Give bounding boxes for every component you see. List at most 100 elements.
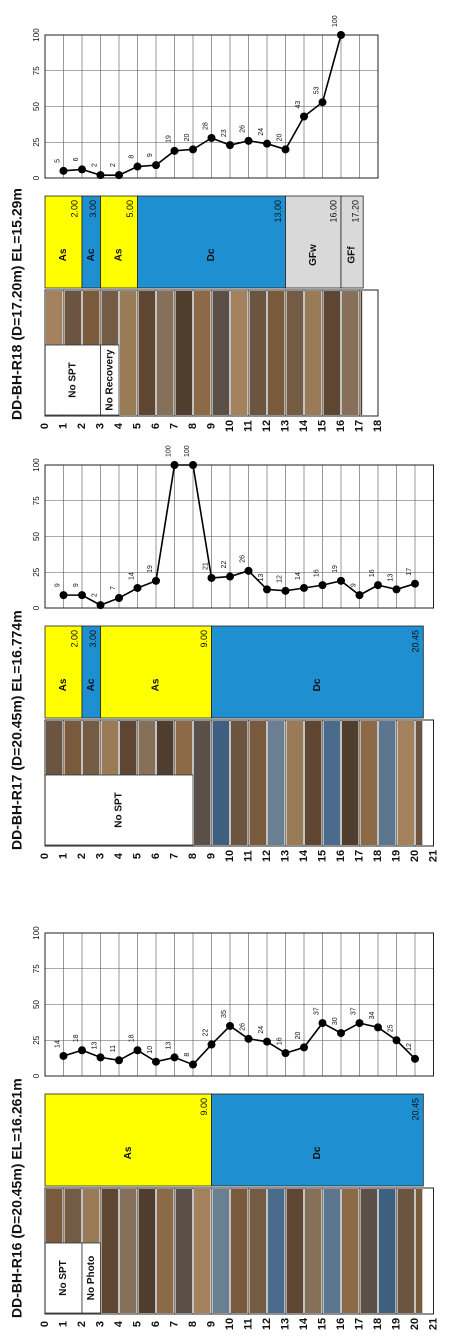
spt-value: 18 xyxy=(73,1034,80,1042)
core-photo xyxy=(323,1189,340,1313)
note-text: No Photo xyxy=(86,1256,97,1300)
spt-point xyxy=(263,585,271,594)
depth-label: 6 xyxy=(150,423,162,429)
core-photo xyxy=(101,1189,118,1313)
depth-label: 16 xyxy=(335,420,347,432)
core-photo xyxy=(212,291,229,415)
core-photo xyxy=(416,721,423,845)
depth-label: 2 xyxy=(76,423,88,429)
spt-point xyxy=(59,166,68,175)
depth-label: 8 xyxy=(187,1321,199,1327)
spt-value: 6 xyxy=(73,157,80,161)
spt-point xyxy=(411,1054,419,1063)
core-photo xyxy=(342,1189,359,1313)
unit-depth: 20.45 xyxy=(411,1098,421,1121)
core-photo xyxy=(231,1189,248,1313)
spt-point xyxy=(281,1049,290,1058)
spt-point xyxy=(78,1046,86,1055)
spt-point xyxy=(170,461,179,469)
spt-value: 8 xyxy=(184,1053,191,1057)
n-tick-label: 50 xyxy=(32,532,41,541)
unit-name: Ac xyxy=(86,678,97,691)
spt-point xyxy=(244,1034,253,1043)
spt-point xyxy=(374,581,382,590)
spt-value: 12 xyxy=(276,575,283,583)
depth-label: 17 xyxy=(353,420,365,432)
spt-value: 20 xyxy=(184,134,191,142)
core-photo xyxy=(231,721,248,845)
spt-value: 7 xyxy=(110,586,117,590)
spt-point xyxy=(78,165,86,174)
spt-point xyxy=(133,583,142,592)
n-tick-label: 25 xyxy=(32,1035,41,1044)
spt-value: 16 xyxy=(313,569,320,577)
spt-value: 13 xyxy=(387,574,394,582)
spt-point xyxy=(189,1060,197,1069)
unit-name: As xyxy=(151,678,162,691)
spt-point xyxy=(392,1036,401,1045)
depth-label: 19 xyxy=(390,850,402,862)
spt-point xyxy=(318,581,327,590)
core-photo xyxy=(305,721,322,845)
spt-value: 26 xyxy=(239,1023,246,1031)
n-tick-label: 75 xyxy=(32,66,41,75)
core-photo xyxy=(268,721,285,845)
depth-label: 0 xyxy=(39,423,51,429)
spt-value: 14 xyxy=(295,572,302,580)
unit-name: GFw xyxy=(308,244,319,266)
core-photo xyxy=(397,721,414,845)
n-tick-label: 75 xyxy=(32,496,41,505)
depth-label: 18 xyxy=(372,420,384,432)
spt-value: 22 xyxy=(221,561,228,569)
depth-label: 17 xyxy=(353,850,365,862)
spt-value: 37 xyxy=(350,1007,357,1015)
depth-label: 15 xyxy=(316,1318,328,1330)
geology-unit xyxy=(211,625,424,719)
depth-label: 16 xyxy=(335,850,347,862)
core-photo xyxy=(286,721,303,845)
spt-point xyxy=(115,1056,123,1065)
log-title: DD-BH-R18 (D=17.20m) EL=15.29m xyxy=(9,188,25,420)
spt-point xyxy=(355,1019,364,1028)
spt-point xyxy=(281,145,290,154)
spt-value: 14 xyxy=(128,572,135,580)
log-title: DD-BH-R16 (D=20.45m) EL=16.261m xyxy=(9,1078,25,1318)
unit-name: Dc xyxy=(312,678,323,691)
unit-depth: 5.00 xyxy=(125,200,135,218)
unit-name: Ac xyxy=(86,248,97,261)
depth-label: 1 xyxy=(57,853,69,859)
depth-label: 3 xyxy=(94,1321,106,1327)
spt-point xyxy=(207,573,216,582)
core-photo xyxy=(379,721,396,845)
geology-unit xyxy=(44,1093,212,1187)
depth-label: 7 xyxy=(168,1321,180,1327)
depth-label: 0 xyxy=(39,853,51,859)
spt-point xyxy=(226,141,234,150)
spt-value: 13 xyxy=(165,1042,172,1050)
unit-depth: 9.00 xyxy=(199,630,209,648)
spt-line xyxy=(63,464,416,607)
spt-value: 100 xyxy=(184,445,191,457)
depth-label: 11 xyxy=(242,850,254,862)
core-photo xyxy=(194,721,211,845)
unit-depth: 17.20 xyxy=(351,200,361,223)
spt-value: 19 xyxy=(165,135,172,143)
core-photo xyxy=(120,291,137,415)
spt-point xyxy=(263,139,271,148)
core-photo xyxy=(323,291,340,415)
note-box xyxy=(100,344,120,416)
depth-label: 13 xyxy=(279,1318,291,1330)
n-tick-label: 75 xyxy=(32,964,41,973)
spt-point xyxy=(133,162,142,171)
core-photo xyxy=(323,721,340,845)
spt-point xyxy=(152,161,160,170)
spt-point xyxy=(170,146,179,155)
unit-name: As xyxy=(114,248,125,261)
depth-label: 0 xyxy=(39,1321,51,1327)
spt-point xyxy=(300,1043,308,1052)
depth-label: 21 xyxy=(427,1318,439,1330)
n-tick-label: 25 xyxy=(32,137,41,146)
